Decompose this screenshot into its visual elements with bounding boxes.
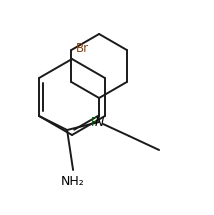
Text: N: N	[94, 115, 104, 129]
Text: F: F	[91, 115, 98, 129]
Text: NH₂: NH₂	[61, 175, 85, 188]
Text: Br: Br	[76, 42, 89, 55]
